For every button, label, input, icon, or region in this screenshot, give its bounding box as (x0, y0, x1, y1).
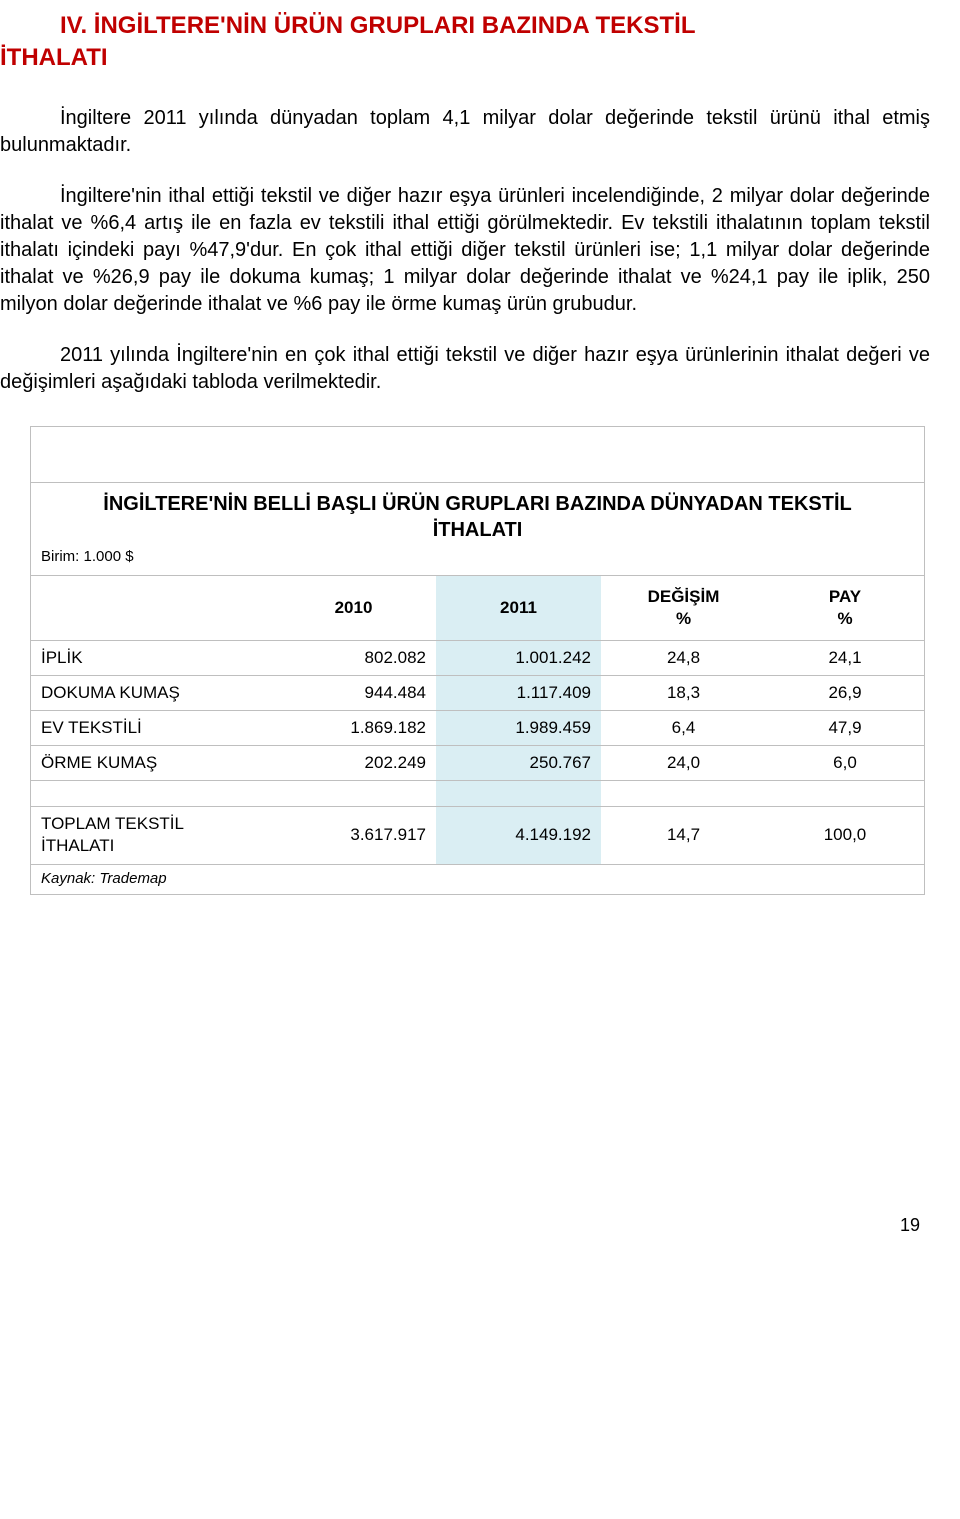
row-2010: 802.082 (271, 640, 436, 675)
row-2011: 250.767 (436, 746, 601, 781)
row-label: EV TEKSTİLİ (31, 711, 271, 746)
table-gap-row (31, 781, 924, 807)
col-header-2010: 2010 (271, 575, 436, 640)
paragraph-1-text: İngiltere 2011 yılında dünyadan toplam 4… (0, 107, 930, 156)
col-header-2011: 2011 (436, 575, 601, 640)
row-label: ÖRME KUMAŞ (31, 746, 271, 781)
col-header-label (31, 575, 271, 640)
table-row: DOKUMA KUMAŞ 944.484 1.117.409 18,3 26,9 (31, 676, 924, 711)
row-change: 6,4 (601, 711, 766, 746)
row-2010: 202.249 (271, 746, 436, 781)
paragraph-3: 2011 yılında İngiltere'nin en çok ithal … (0, 342, 930, 396)
table-top-spacer (31, 427, 924, 483)
total-2011: 4.149.192 (436, 807, 601, 864)
col-header-change-label: DEĞİŞİM (648, 587, 720, 606)
col-header-pay: PAY % (766, 575, 924, 640)
section-heading: IV. İNGİLTERE'NİN ÜRÜN GRUPLARI BAZINDA … (0, 10, 930, 75)
total-2010: 3.617.917 (271, 807, 436, 864)
row-pay: 47,9 (766, 711, 924, 746)
table-source: Kaynak: Trademap (31, 864, 924, 894)
row-2011: 1.989.459 (436, 711, 601, 746)
import-table: İNGİLTERE'NİN BELLİ BAŞLI ÜRÜN GRUPLARI … (30, 426, 925, 895)
row-label: DOKUMA KUMAŞ (31, 676, 271, 711)
table-row: ÖRME KUMAŞ 202.249 250.767 24,0 6,0 (31, 746, 924, 781)
row-2010: 944.484 (271, 676, 436, 711)
row-label: İPLİK (31, 640, 271, 675)
row-2011: 1.117.409 (436, 676, 601, 711)
row-pay: 24,1 (766, 640, 924, 675)
paragraph-2: İngiltere'nin ithal ettiği tekstil ve di… (0, 183, 930, 318)
col-header-change: DEĞİŞİM % (601, 575, 766, 640)
table-total-row: TOPLAM TEKSTİL İTHALATI 3.617.917 4.149.… (31, 807, 924, 864)
row-2011: 1.001.242 (436, 640, 601, 675)
row-pay: 26,9 (766, 676, 924, 711)
total-pay: 100,0 (766, 807, 924, 864)
table-header-row: 2010 2011 DEĞİŞİM % PAY % (31, 575, 924, 640)
heading-line2: İTHALATI (0, 42, 930, 74)
paragraph-3-text: 2011 yılında İngiltere'nin en çok ithal … (0, 344, 930, 393)
table-row: İPLİK 802.082 1.001.242 24,8 24,1 (31, 640, 924, 675)
table-unit: Birim: 1.000 $ (31, 545, 924, 575)
row-change: 24,0 (601, 746, 766, 781)
col-header-change-sub: % (611, 608, 756, 630)
total-change: 14,7 (601, 807, 766, 864)
table-title: İNGİLTERE'NİN BELLİ BAŞLI ÜRÜN GRUPLARI … (31, 483, 924, 546)
paragraph-1: İngiltere 2011 yılında dünyadan toplam 4… (0, 105, 930, 159)
paragraph-2-text: İngiltere'nin ithal ettiği tekstil ve di… (0, 185, 930, 315)
row-2010: 1.869.182 (271, 711, 436, 746)
total-label: TOPLAM TEKSTİL İTHALATI (31, 807, 271, 864)
heading-line1: IV. İNGİLTERE'NİN ÜRÜN GRUPLARI BAZINDA … (60, 12, 696, 39)
col-header-pay-label: PAY (829, 587, 861, 606)
page-number: 19 (0, 895, 930, 1246)
row-change: 18,3 (601, 676, 766, 711)
row-pay: 6,0 (766, 746, 924, 781)
col-header-pay-sub: % (776, 608, 914, 630)
table-row: EV TEKSTİLİ 1.869.182 1.989.459 6,4 47,9 (31, 711, 924, 746)
row-change: 24,8 (601, 640, 766, 675)
